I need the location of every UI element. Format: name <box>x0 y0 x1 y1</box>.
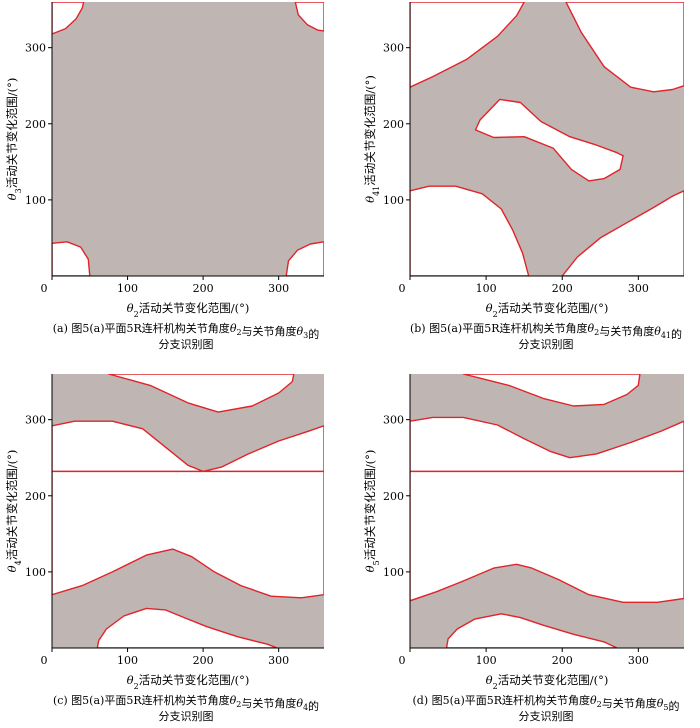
infeasible-region-0 <box>108 374 295 413</box>
y-tick-label: 300 <box>383 414 404 427</box>
y-axis-label: θ3活动关节变化范围/(°) <box>5 78 23 201</box>
x-axis-label: θ2活动关节变化范围/(°) <box>486 301 609 319</box>
y-tick-label: 200 <box>25 490 46 503</box>
x-tick-label: 0 <box>399 654 406 667</box>
x-tick-label: 100 <box>117 654 138 667</box>
x-axis-label: θ2活动关节变化范围/(°) <box>127 673 250 691</box>
region-group <box>52 374 324 648</box>
chart-panel-c: 0 100 200 300 100 200 300 θ2活动关节变化范围/(°) θ4活动关节变… <box>5 374 324 723</box>
infeasible-region-1 <box>52 420 324 473</box>
figure-caption-line: (a) 图5(a)平面5R连杆机构关节角度θ2与关节角度θ3的 <box>53 321 320 341</box>
x-tick-label: 100 <box>117 282 138 295</box>
y-tick-label: 300 <box>25 414 46 427</box>
region-group <box>410 2 684 276</box>
x-axis-label: θ2活动关节变化范围/(°) <box>486 673 609 691</box>
figure-caption-line: 分支识别图 <box>519 710 574 723</box>
y-tick-label: 100 <box>383 566 404 579</box>
infeasible-region-2 <box>410 470 684 603</box>
infeasible-region-0 <box>462 374 641 407</box>
y-axis-label: θ41活动关节变化范围/(°) <box>363 75 381 203</box>
x-tick-label: 100 <box>476 654 497 667</box>
chart-panel-d: 0 100 200 300 100 200 300 θ2活动关节变化范围/(°) θ5活动关节变… <box>363 374 684 723</box>
figure-caption-line: (c) 图5(a)平面5R连杆机构关节角度θ2与关节角度θ4的 <box>53 693 319 713</box>
infeasible-region-2 <box>52 470 324 599</box>
y-tick-label: 300 <box>383 42 404 55</box>
chart-panel-a: 0 100 200 300 100 200 300 θ2活动关节变化范围/(°) θ3活动关节变… <box>5 2 324 351</box>
infeasible-region-3 <box>561 190 684 276</box>
infeasible-region-1 <box>565 2 684 93</box>
x-tick-label: 200 <box>552 282 573 295</box>
figure-caption-line: 分支识别图 <box>519 338 574 351</box>
y-tick-label: 200 <box>25 118 46 131</box>
infeasible-region-3 <box>445 613 618 648</box>
infeasible-region-3 <box>96 607 278 648</box>
infeasible-region-3 <box>285 241 324 276</box>
infeasible-region-0 <box>52 2 85 35</box>
figure-caption-line: (d) 图5(a)平面5R连杆机构关节角度θ2与关节角度θ5的 <box>413 693 680 713</box>
y-tick-label: 100 <box>25 566 46 579</box>
region-group <box>52 2 324 276</box>
x-tick-label: 200 <box>552 654 573 667</box>
region-group <box>410 374 684 648</box>
y-tick-label: 200 <box>383 118 404 131</box>
infeasible-region-2 <box>410 185 530 276</box>
infeasible-region-1 <box>410 416 684 473</box>
figure-caption-line: 分支识别图 <box>159 710 214 723</box>
x-tick-label: 200 <box>193 282 214 295</box>
figure-caption-line: (b) 图5(a)平面5R连杆机构关节角度θ2与关节角度θ41的 <box>410 321 682 341</box>
y-tick-label: 300 <box>25 42 46 55</box>
x-tick-label: 300 <box>628 282 649 295</box>
y-tick-label: 200 <box>383 490 404 503</box>
chart-panel-b: 0 100 200 300 100 200 300 θ2活动关节变化范围/(°) θ41活动关节… <box>363 2 684 351</box>
infeasible-region-0 <box>410 2 525 88</box>
x-tick-label: 200 <box>193 654 214 667</box>
infeasible-region-1 <box>294 2 324 32</box>
x-axis-label: θ2活动关节变化范围/(°) <box>127 301 250 319</box>
y-tick-label: 100 <box>383 194 404 207</box>
y-axis-label: θ4活动关节变化范围/(°) <box>5 450 23 573</box>
figure-caption-line: 分支识别图 <box>159 338 214 351</box>
x-tick-label: 0 <box>41 282 48 295</box>
infeasible-region-4 <box>474 98 624 182</box>
x-tick-label: 100 <box>476 282 497 295</box>
feasible-region <box>52 2 324 276</box>
x-tick-label: 0 <box>399 282 406 295</box>
y-axis-label: θ5活动关节变化范围/(°) <box>363 450 381 573</box>
y-tick-label: 100 <box>25 194 46 207</box>
x-tick-label: 300 <box>268 282 289 295</box>
x-tick-label: 300 <box>268 654 289 667</box>
infeasible-region-2 <box>52 241 91 276</box>
x-tick-label: 300 <box>628 654 649 667</box>
x-tick-label: 0 <box>41 654 48 667</box>
